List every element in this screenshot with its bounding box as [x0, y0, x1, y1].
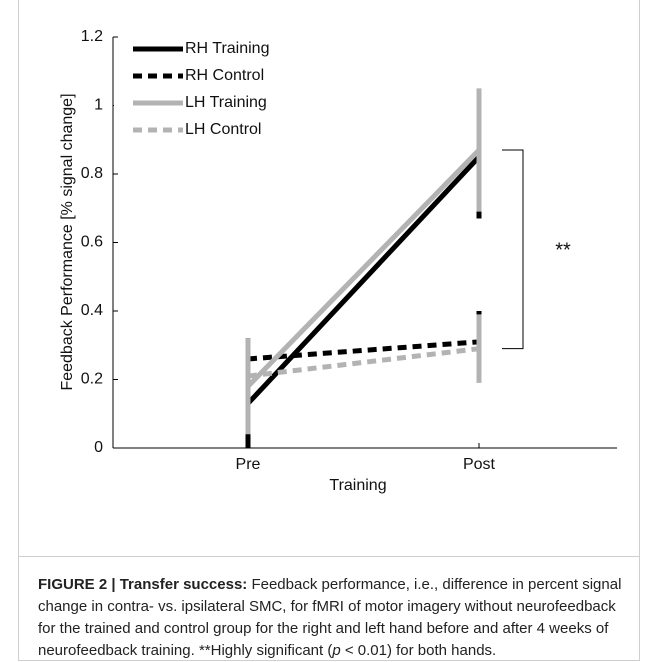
caption-label: FIGURE 2 | Transfer success: — [38, 576, 248, 593]
caption-italic: p — [332, 642, 341, 659]
caption-text: Feedback performance, i.e., difference i… — [38, 576, 622, 659]
y-tick-label: 1 — [94, 97, 103, 114]
legend-label: RH Training — [185, 40, 269, 57]
y-tick-label: 0.8 — [81, 165, 103, 182]
series-line — [246, 148, 481, 389]
y-axis-label: Feedback Performance [% signal change] — [59, 93, 76, 390]
annotation: ** — [555, 240, 571, 262]
figure-frame — [18, 0, 640, 661]
series-line — [246, 155, 481, 406]
y-tick-label: 1.2 — [81, 28, 103, 45]
legend-label: RH Control — [185, 67, 264, 84]
series-line — [247, 346, 480, 379]
caption: FIGURE 2 | Transfer success: Feedback pe… — [38, 574, 628, 662]
legend-label: LH Control — [185, 121, 261, 138]
y-tick-label: 0.6 — [81, 234, 103, 251]
y-tick-label: 0 — [94, 439, 103, 456]
significance-bracket — [502, 149, 524, 350]
y-tick-label: 0.2 — [81, 371, 103, 388]
legend-box — [114, 38, 284, 146]
x-tick-label: Pre — [236, 456, 261, 473]
x-tick-label: Post — [463, 456, 496, 473]
legend-label: LH Training — [185, 94, 267, 111]
chart: Feedback Performance [% signal change] T… — [59, 28, 617, 494]
series-line — [247, 339, 480, 362]
plot-area — [245, 88, 482, 448]
caption-text: < 0.01) for both hands. — [340, 642, 497, 659]
separator — [18, 556, 640, 557]
x-axis-label: Training — [329, 477, 386, 494]
y-tick-label: 0.4 — [81, 302, 103, 319]
